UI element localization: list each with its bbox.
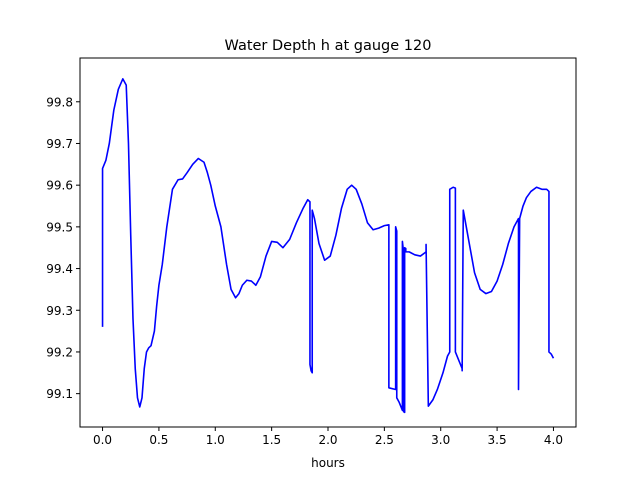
y-tick-label: 99.3 xyxy=(46,304,73,318)
x-tick-label: 1.0 xyxy=(206,433,225,447)
x-tick-label: 4.0 xyxy=(544,433,563,447)
x-tick-label: 2.5 xyxy=(375,433,394,447)
x-tick-label: 0.5 xyxy=(149,433,168,447)
series-line-layer xyxy=(101,78,555,414)
y-tick-label: 99.2 xyxy=(46,345,73,359)
x-tick-label: 3.0 xyxy=(431,433,450,447)
y-tick-label: 99.5 xyxy=(46,220,73,234)
plot-area xyxy=(80,58,576,427)
x-axis: 0.0 0.5 1.0 1.5 2.0 2.5 3.0 3.5 4.0 xyxy=(93,427,563,447)
x-tick-label: 1.5 xyxy=(262,433,281,447)
y-tick-label: 99.1 xyxy=(46,387,73,401)
series-line-0 xyxy=(101,78,555,414)
x-tick-label: 2.0 xyxy=(318,433,337,447)
y-axis: 99.1 99.2 99.3 99.4 99.5 99.6 99.7 99.8 xyxy=(46,95,80,401)
y-tick-label: 99.7 xyxy=(46,137,73,151)
y-tick-label: 99.8 xyxy=(46,95,73,109)
y-tick-label: 99.6 xyxy=(46,179,73,193)
x-tick-label: 3.5 xyxy=(488,433,507,447)
x-axis-label: hours xyxy=(311,456,345,470)
chart-title: Water Depth h at gauge 120 xyxy=(225,38,432,54)
y-tick-label: 99.4 xyxy=(46,262,73,276)
x-tick-label: 0.0 xyxy=(93,433,112,447)
